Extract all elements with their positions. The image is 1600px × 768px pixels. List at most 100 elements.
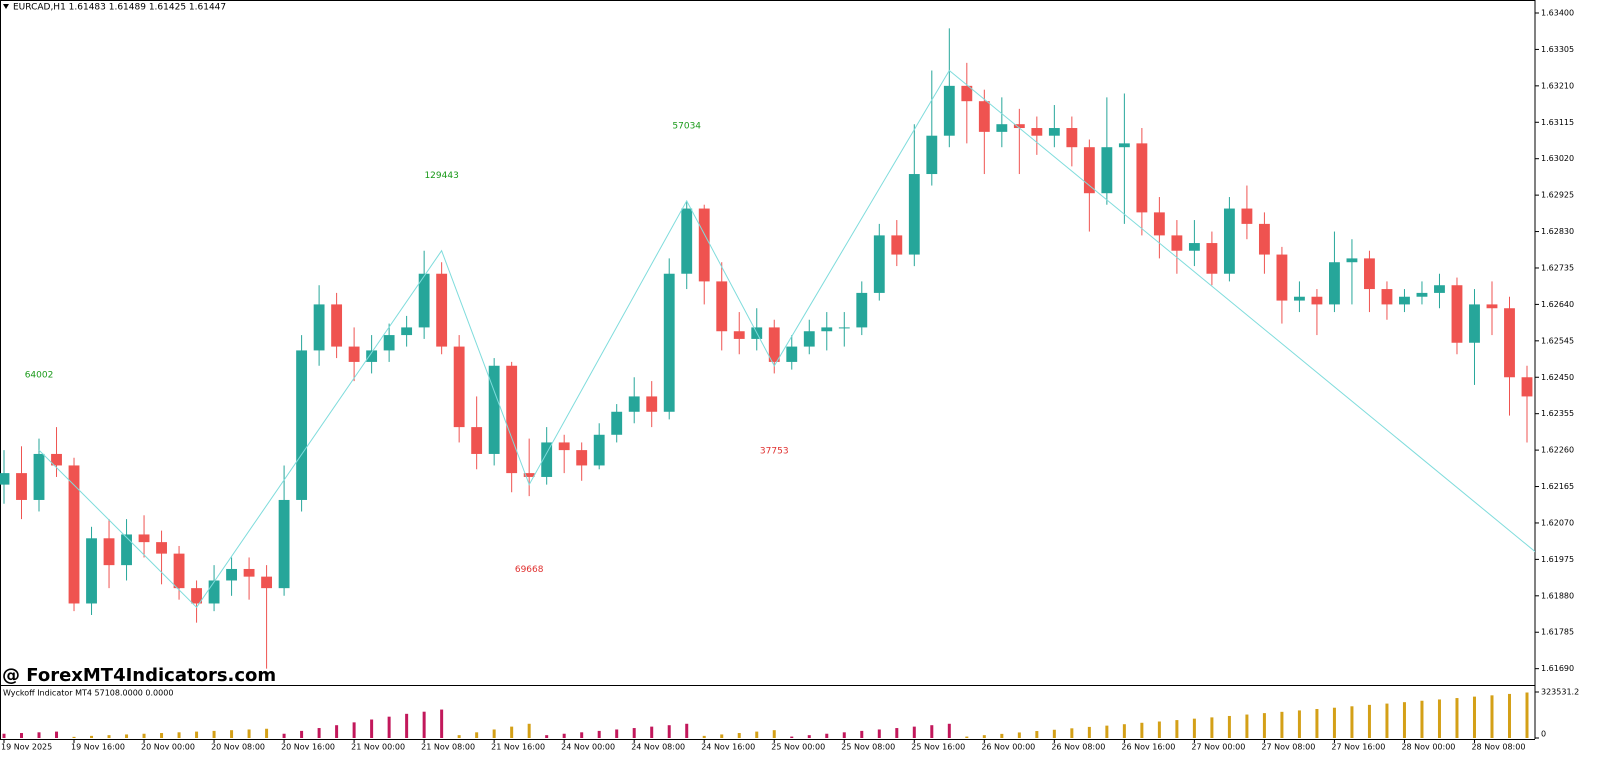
indicator-bar [212, 730, 216, 738]
candle-body [1031, 128, 1043, 136]
indicator-bar [737, 733, 741, 738]
candle-body [593, 434, 605, 466]
indicator-bar [195, 731, 199, 738]
indicator-bar [650, 726, 654, 738]
candle-body [558, 442, 570, 451]
indicator-bar [475, 732, 479, 738]
y-tick-label: 1.63210 [1541, 81, 1574, 90]
x-tick-label: 25 Nov 00:00 [771, 743, 825, 752]
symbol-header: EURCAD,H1 1.61483 1.61489 1.61425 1.6144… [13, 3, 226, 13]
candle-body [1223, 208, 1235, 274]
candle-body [1399, 296, 1410, 305]
candle-body [961, 85, 973, 102]
x-tick-label: 24 Nov 08:00 [631, 743, 685, 752]
candle-body [1118, 143, 1130, 148]
indicator-bar [1210, 717, 1214, 738]
y-tick-label: 1.63400 [1541, 9, 1574, 18]
candle-body [1329, 262, 1340, 305]
x-tick-label: 27 Nov 08:00 [1261, 743, 1315, 752]
x-tick-label: 25 Nov 16:00 [911, 743, 965, 752]
pivot-volume-label: 64002 [25, 371, 54, 381]
indicator-bar [370, 719, 374, 738]
candle-body [138, 534, 150, 543]
y-tick-label: 1.62640 [1541, 300, 1574, 309]
candle-body [488, 365, 500, 454]
indicator-bar [457, 735, 461, 738]
candle-body [1293, 296, 1305, 301]
pivot-volume-label: 69668 [515, 565, 544, 575]
candle-body [873, 235, 885, 293]
candle-body [541, 442, 553, 477]
y-tick-label: 1.61785 [1541, 628, 1574, 637]
indicator-bar [1315, 708, 1319, 738]
candle-body [821, 327, 833, 332]
indicator-bar [440, 709, 444, 738]
candle-body [1048, 128, 1060, 136]
x-tick-label: 20 Nov 00:00 [141, 743, 195, 752]
candle-body [1066, 128, 1078, 148]
candle-body [471, 427, 483, 454]
indicator-bar [755, 731, 759, 738]
indicator-tick-label: 0 [1541, 730, 1546, 739]
y-tick-label: 1.63305 [1541, 45, 1574, 54]
candle-body [383, 335, 395, 351]
indicator-bar [1525, 692, 1529, 738]
indicator-bar [422, 711, 426, 738]
candle-body [121, 534, 132, 566]
candle-body [611, 411, 623, 435]
indicator-bar [807, 735, 811, 738]
candle-body [1206, 243, 1218, 274]
indicator-bar [142, 733, 146, 738]
x-tick-label: 26 Nov 08:00 [1051, 743, 1105, 752]
candle-body [926, 135, 938, 175]
indicator-bar [265, 728, 269, 738]
candle-body [86, 538, 97, 604]
indicator-bar [90, 735, 94, 738]
candle-body [68, 465, 80, 604]
candle-body [1434, 285, 1445, 293]
candle-body [401, 327, 413, 336]
candle-body [1311, 296, 1323, 305]
indicator-bar [702, 735, 706, 738]
candle-body [908, 174, 920, 255]
indicator-bar [1420, 700, 1424, 738]
candle-body [191, 588, 202, 604]
candle-body [681, 208, 693, 274]
indicator-bar [2, 733, 6, 738]
price-panel [0, 28, 1535, 669]
indicator-bar [877, 729, 881, 738]
indicator-bar [1192, 718, 1196, 738]
indicator-bar [352, 722, 356, 738]
watermark: @ ForexMT4Indicators.com [2, 665, 276, 686]
candle-body [173, 553, 185, 589]
candle-body [1171, 235, 1183, 251]
candle-body [628, 396, 640, 412]
x-tick-label: 26 Nov 00:00 [981, 743, 1035, 752]
indicator-bar [1472, 696, 1476, 738]
indicator-bar [632, 728, 636, 738]
indicator-bar [300, 730, 304, 738]
indicator-bar [1035, 731, 1039, 738]
indicator-bar [1157, 721, 1161, 738]
indicator-bar [387, 716, 391, 738]
collapse-icon[interactable] [3, 4, 9, 9]
pivot-volume-label: 129443 [424, 171, 458, 181]
candle-body [418, 273, 430, 328]
candle-body [453, 346, 465, 428]
candle-body [243, 568, 255, 577]
indicator-bar [580, 732, 584, 738]
x-tick-label: 24 Nov 16:00 [701, 743, 755, 752]
candle-body [331, 304, 343, 347]
x-tick-label: 28 Nov 08:00 [1471, 743, 1525, 752]
candle-body [978, 101, 990, 132]
candle-body [261, 576, 273, 589]
indicator-bar [20, 733, 24, 738]
candle-body [646, 396, 658, 412]
y-tick-label: 1.61690 [1541, 664, 1574, 673]
candle-body [1346, 258, 1358, 263]
indicator-bar [1122, 724, 1126, 738]
candle-body [51, 453, 62, 466]
